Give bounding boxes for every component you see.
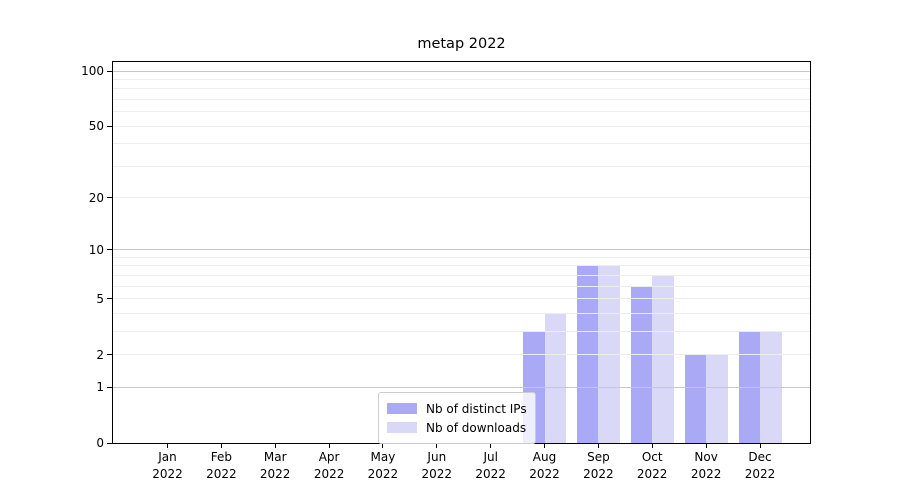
x-tick-feb-2022 <box>220 444 222 448</box>
legend-item-distinct-ips: Nb of distinct IPs <box>387 399 527 418</box>
y-tick-label-2: 2 <box>96 347 104 362</box>
gridline-minor-3 <box>113 330 810 332</box>
x-tick-sep-2022 <box>597 444 599 448</box>
y-tick-5 <box>107 298 112 300</box>
bar-nb-of-distinct-ips-oct-2022 <box>630 286 653 443</box>
x-tick-may-2022 <box>382 444 384 448</box>
y-tick-label-20: 20 <box>88 190 104 205</box>
gridline-minor-5 <box>113 298 810 300</box>
x-tick-jul-2022 <box>490 444 492 448</box>
y-tick-1 <box>107 386 112 388</box>
x-tick-aug-2022 <box>544 444 545 448</box>
x-tick-label-apr-2022: Apr 2022 <box>289 449 369 482</box>
grid-layer <box>113 62 810 443</box>
x-tick-label-line: 2022 <box>636 466 668 481</box>
x-tick-dec-2022 <box>759 444 761 448</box>
x-tick-label-line: 2022 <box>583 466 614 481</box>
gridline-minor-30 <box>113 165 810 167</box>
legend-item-downloads: Nb of downloads <box>387 418 527 437</box>
y-tick-label-100: 100 <box>81 64 104 78</box>
x-tick-label-jun-2022: Jun 2022 <box>397 449 477 482</box>
gridline-minor-6 <box>113 285 810 287</box>
x-tick-label-line: Feb <box>210 450 233 464</box>
legend-label-downloads: Nb of downloads <box>426 420 527 435</box>
gridline-minor-50 <box>113 125 810 127</box>
gridline-minor-4 <box>113 312 810 314</box>
bar-nb-of-downloads-nov-2022 <box>706 354 728 443</box>
gridline-minor-40 <box>113 143 810 145</box>
gridline-minor-7 <box>113 274 810 276</box>
x-tick-label-feb-2022: Feb 2022 <box>181 449 261 482</box>
chart-title: metap 2022 <box>417 36 506 52</box>
x-tick-label-may-2022: May 2022 <box>343 449 423 482</box>
x-tick-label-line: Sep <box>587 450 610 464</box>
y-tick-10 <box>107 249 112 251</box>
legend-label-distinct-ips: Nb of distinct IPs <box>426 401 527 416</box>
x-tick-oct-2022 <box>651 444 653 448</box>
bar-nb-of-downloads-aug-2022 <box>544 313 566 443</box>
x-tick-label-line: 2022 <box>152 466 183 481</box>
gridline-minor-90 <box>113 79 810 80</box>
x-tick-label-jan-2022: Jan 2022 <box>128 449 208 482</box>
x-tick-apr-2022 <box>328 444 330 448</box>
x-tick-label-line: Dec <box>748 450 772 464</box>
x-tick-label-nov-2022: Nov 2022 <box>666 449 746 482</box>
x-tick-label-sep-2022: Sep 2022 <box>558 449 638 482</box>
gridline-major-1 <box>113 386 810 388</box>
x-tick-label-line: 2022 <box>206 466 237 481</box>
x-tick-jan-2022 <box>167 444 168 448</box>
x-tick-label-line: Aug <box>532 450 557 464</box>
x-tick-label-line: Jan <box>158 450 177 464</box>
y-tick-20 <box>107 197 112 199</box>
x-tick-label-line: Nov <box>694 450 718 464</box>
x-tick-label-line: May <box>370 450 396 464</box>
x-tick-label-line: Apr <box>318 450 340 464</box>
x-tick-label-line: 2022 <box>259 466 291 481</box>
x-tick-label-line: 2022 <box>313 466 345 481</box>
x-tick-label-line: Jul <box>483 450 498 464</box>
y-tick-50 <box>107 125 112 127</box>
y-tick-label-5: 5 <box>96 291 104 306</box>
y-tick-label-0: 0 <box>96 436 104 450</box>
gridline-minor-20 <box>113 197 810 199</box>
gridline-minor-70 <box>113 99 810 100</box>
x-tick-label-line: 2022 <box>421 466 453 481</box>
plot-area <box>112 61 811 444</box>
x-tick-nov-2022 <box>705 444 707 448</box>
x-tick-label-line: 2022 <box>690 466 722 481</box>
x-tick-label-oct-2022: Oct 2022 <box>612 449 692 482</box>
gridline-major-10 <box>113 249 810 251</box>
x-tick-label-line: 2022 <box>367 466 399 481</box>
x-tick-mar-2022 <box>274 444 276 448</box>
x-tick-label-aug-2022: Aug 2022 <box>505 449 585 482</box>
x-tick-label-dec-2022: Dec 2022 <box>720 449 800 482</box>
gridline-minor-80 <box>113 88 810 90</box>
x-tick-label-line: Mar <box>263 450 287 464</box>
legend-swatch-distinct-ips <box>387 403 417 414</box>
y-tick-label-50: 50 <box>88 119 104 134</box>
gridline-minor-2 <box>113 354 810 355</box>
x-tick-label-jul-2022: Jul 2022 <box>451 449 531 482</box>
gridline-minor-60 <box>113 111 810 113</box>
gridline-minor-8 <box>113 265 810 267</box>
x-tick-jun-2022 <box>436 444 438 448</box>
x-tick-label-line: 2022 <box>744 466 776 481</box>
x-tick-label-line: Oct <box>641 450 663 464</box>
y-tick-0 <box>107 442 112 444</box>
legend: Nb of distinct IPs Nb of downloads <box>378 392 536 444</box>
x-tick-label-line: 2022 <box>475 466 506 481</box>
x-tick-label-mar-2022: Mar 2022 <box>235 449 315 482</box>
y-tick-label-10: 10 <box>88 242 104 257</box>
legend-swatch-downloads <box>387 422 417 433</box>
bar-nb-of-distinct-ips-nov-2022 <box>684 354 707 443</box>
gridline-minor-9 <box>113 256 810 258</box>
y-tick-2 <box>107 354 112 355</box>
bar-nb-of-downloads-oct-2022 <box>652 275 674 443</box>
y-tick-label-1: 1 <box>96 380 104 395</box>
x-tick-label-line: 2022 <box>529 466 560 481</box>
x-tick-label-line: Jun <box>427 450 447 464</box>
y-tick-100 <box>107 70 112 72</box>
gridline-major-100 <box>113 70 810 72</box>
